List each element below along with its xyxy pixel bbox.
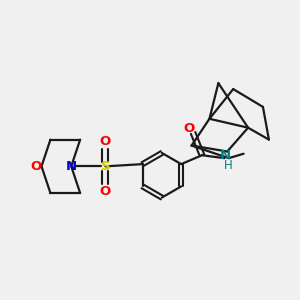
Text: O: O: [100, 135, 111, 148]
Text: O: O: [100, 185, 111, 198]
Text: H: H: [224, 159, 233, 172]
Text: O: O: [30, 160, 41, 173]
Text: O: O: [183, 122, 194, 135]
Text: N: N: [220, 149, 231, 162]
Text: S: S: [100, 160, 110, 173]
Text: N: N: [66, 160, 77, 173]
